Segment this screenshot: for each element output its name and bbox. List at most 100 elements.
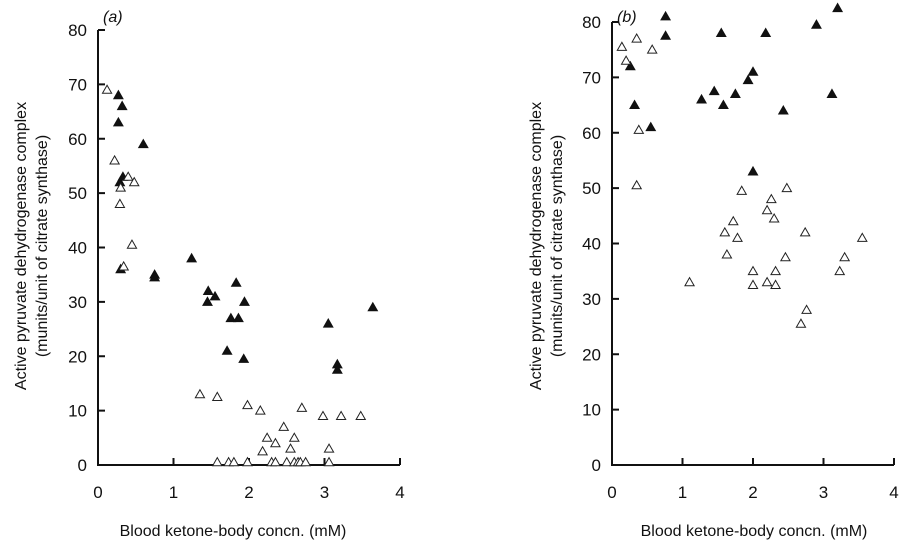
open-triangle-point — [228, 456, 240, 467]
y-tick-label: 0 — [592, 456, 601, 475]
panel-a-points — [101, 84, 379, 467]
open-triangle-point — [781, 182, 793, 193]
open-triangle-point — [335, 410, 347, 421]
x-tick-label: 0 — [93, 483, 102, 502]
open-triangle-point — [118, 260, 130, 271]
panel-a-label: (a) — [103, 9, 123, 26]
panel-a-ticks: 0 10 20 30 40 50 60 70 80 0 1 2 3 4 — [68, 21, 405, 502]
open-triangle-point — [761, 204, 773, 215]
open-triangle-point — [779, 251, 791, 262]
filled-triangle-point — [742, 74, 754, 85]
y-tick-label: 20 — [68, 347, 87, 366]
open-triangle-point — [834, 265, 846, 276]
open-triangle-point — [281, 456, 293, 467]
y-tick-label: 70 — [68, 75, 87, 94]
filled-triangle-point — [645, 121, 657, 132]
open-triangle-point — [300, 456, 312, 467]
filled-triangle-point — [629, 99, 641, 110]
panel-a-y-axis-label-line1: Active pyruvate dehydrogenase complex — [13, 102, 30, 390]
open-triangle-point — [732, 232, 743, 242]
filled-triangle-point — [810, 19, 822, 29]
y-tick-label: 0 — [78, 456, 87, 475]
open-triangle-point — [269, 456, 281, 467]
open-triangle-point — [839, 251, 851, 262]
filled-triangle-point — [221, 345, 233, 355]
filled-triangle-point — [137, 138, 149, 149]
open-triangle-point — [257, 445, 269, 456]
open-triangle-point — [801, 304, 813, 314]
filled-triangle-point — [202, 296, 213, 306]
panel-a-x-axis-label: Blood ketone-body concn. (mM) — [120, 523, 347, 540]
open-triangle-point — [115, 182, 127, 192]
y-tick-label: 40 — [68, 239, 87, 258]
filled-triangle-point — [322, 318, 334, 328]
panel-b: (b) 0 10 20 30 40 50 60 70 80 0 1 2 3 4 Blood ketone-… — [528, 2, 899, 540]
filled-triangle-point — [230, 277, 242, 287]
filled-triangle-point — [112, 89, 124, 100]
y-tick-label: 10 — [582, 401, 601, 420]
y-tick-label: 30 — [68, 293, 87, 312]
open-triangle-point — [646, 44, 658, 54]
filled-triangle-point — [225, 312, 237, 323]
open-triangle-point — [296, 402, 308, 412]
open-triangle-point — [799, 226, 811, 237]
panel-b-ticks: 0 10 20 30 40 50 60 70 80 0 1 2 3 4 — [582, 13, 899, 502]
y-tick-label: 10 — [68, 402, 87, 421]
open-triangle-point — [761, 276, 773, 287]
panel-b-y-axis-label-line2: (munits/unit of citrate synthase) — [549, 135, 566, 357]
x-tick-label: 1 — [678, 483, 687, 502]
open-triangle-point — [109, 154, 121, 165]
y-tick-label: 20 — [582, 345, 601, 364]
open-triangle-point — [114, 198, 126, 208]
filled-triangle-point — [760, 27, 772, 38]
panel-a: (a) 0 10 20 30 40 50 60 70 80 0 1 2 3 4 Blood ketone-… — [13, 9, 405, 540]
panel-b-y-axis-label-line1: Active pyruvate dehydrogenase complex — [528, 102, 545, 390]
y-tick-label: 60 — [582, 124, 601, 143]
filled-triangle-point — [747, 165, 759, 176]
open-triangle-point — [631, 179, 643, 190]
y-tick-label: 80 — [68, 21, 87, 40]
filled-triangle-point — [729, 88, 741, 98]
open-triangle-point — [211, 391, 223, 401]
filled-triangle-point — [696, 93, 707, 104]
x-tick-label: 2 — [748, 483, 757, 502]
filled-triangle-point — [149, 271, 161, 282]
open-triangle-point — [242, 456, 253, 467]
y-tick-label: 80 — [582, 13, 601, 32]
open-triangle-point — [323, 443, 335, 453]
x-tick-label: 4 — [395, 483, 404, 502]
y-tick-label: 30 — [582, 290, 601, 309]
filled-triangle-point — [186, 252, 198, 263]
x-tick-label: 1 — [169, 483, 178, 502]
open-triangle-point — [856, 232, 868, 242]
open-triangle-point — [128, 176, 140, 187]
open-triangle-point — [285, 443, 296, 453]
panel-b-label: (b) — [617, 9, 637, 26]
panel-b-x-axis-label: Blood ketone-body concn. (mM) — [641, 523, 868, 540]
filled-triangle-point — [777, 104, 789, 115]
open-triangle-point — [633, 124, 645, 134]
filled-triangle-point — [717, 99, 729, 110]
open-triangle-point — [126, 239, 138, 249]
filled-triangle-point — [826, 88, 838, 98]
open-triangle-point — [747, 265, 759, 276]
filled-triangle-point — [660, 10, 672, 21]
open-triangle-point — [269, 437, 281, 448]
filled-triangle-point — [624, 60, 636, 71]
filled-triangle-point — [331, 364, 343, 374]
y-tick-label: 50 — [68, 184, 87, 203]
panel-a-axes — [97, 30, 400, 466]
filled-triangle-point — [832, 2, 844, 13]
open-triangle-point — [770, 265, 782, 276]
panel-a-axis-lines — [97, 30, 400, 466]
panel-b-axes — [611, 22, 894, 466]
open-triangle-point — [768, 212, 780, 223]
open-triangle-point — [736, 185, 748, 195]
filled-triangle-point — [747, 66, 759, 76]
open-triangle-point — [721, 248, 733, 259]
open-triangle-point — [616, 41, 628, 51]
open-triangle-point — [323, 456, 335, 467]
open-triangle-point — [261, 432, 273, 442]
panel-a-y-axis-label-line2: (munits/unit of citrate synthase) — [34, 135, 51, 357]
